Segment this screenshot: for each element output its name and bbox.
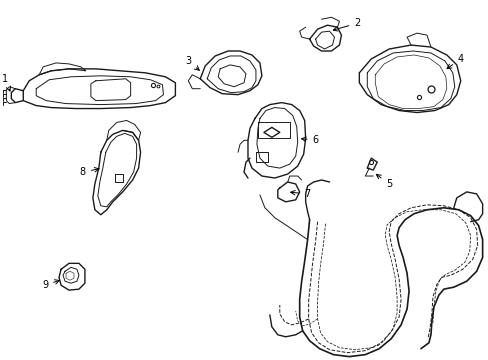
Text: 2: 2 [332, 18, 360, 31]
Text: 1: 1 [2, 74, 10, 91]
Text: 9: 9 [42, 280, 59, 290]
Text: 8: 8 [80, 167, 99, 177]
Text: 7: 7 [290, 189, 310, 199]
Text: 6: 6 [301, 135, 318, 145]
Text: 3: 3 [185, 56, 199, 70]
Text: 4: 4 [446, 54, 463, 69]
Text: 5: 5 [376, 174, 391, 189]
